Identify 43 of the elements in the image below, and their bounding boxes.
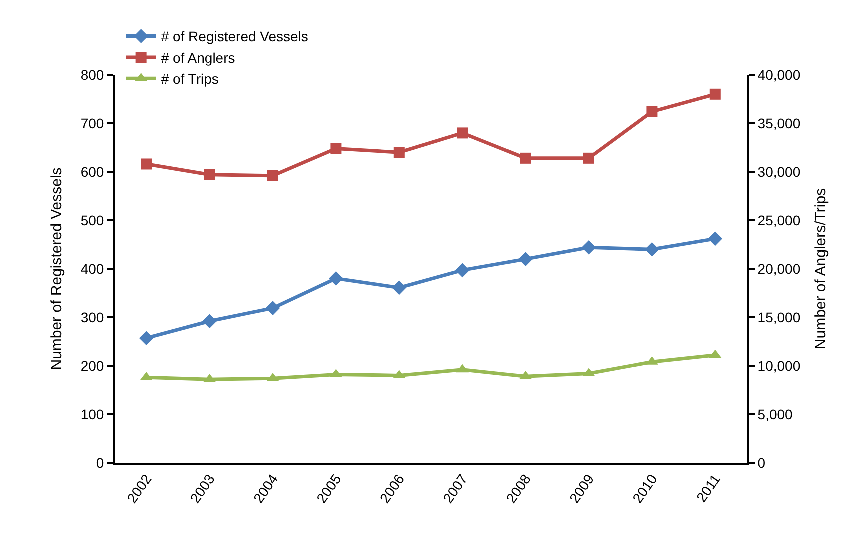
legend-label: # of Registered Vessels — [161, 28, 308, 45]
y2-tick-label: 20,000 — [758, 260, 801, 277]
point — [139, 331, 154, 346]
point — [584, 152, 594, 164]
y2-tick-label: 15,000 — [758, 309, 801, 326]
y2-tick-label: 40,000 — [758, 66, 801, 83]
point — [330, 143, 342, 154]
point — [392, 280, 407, 296]
y-axis-title: Number of Registered Vessels — [48, 168, 66, 370]
legend-label: # of Anglers — [161, 50, 236, 66]
point — [266, 301, 280, 316]
point — [518, 252, 533, 266]
y-tick-label: 400 — [80, 260, 104, 277]
y2-tick-label: 0 — [758, 454, 766, 471]
point — [582, 240, 596, 255]
legend-label: # of Trips — [161, 71, 219, 88]
y2-tick-label: 35,000 — [758, 115, 801, 132]
y-tick-label: 200 — [80, 358, 104, 374]
point — [202, 314, 217, 329]
point — [645, 242, 660, 257]
point — [268, 170, 278, 182]
y-tick-label: 300 — [80, 309, 104, 326]
point — [708, 232, 723, 246]
y-tick-label: 0 — [96, 454, 104, 471]
point — [455, 263, 470, 278]
point — [710, 88, 721, 100]
point — [204, 169, 216, 180]
point — [394, 147, 405, 158]
point — [646, 106, 658, 118]
point — [141, 158, 152, 170]
y2-axis-title: Number of Anglers/Trips — [812, 188, 830, 350]
point — [329, 272, 344, 286]
y-tick-label: 800 — [80, 66, 104, 83]
point — [520, 152, 532, 164]
y2-tick-label: 10,000 — [758, 358, 801, 374]
y-tick-label: 500 — [80, 212, 104, 228]
point — [457, 128, 468, 139]
y-tick-label: 600 — [80, 164, 104, 180]
y2-tick-label: 5,000 — [758, 406, 794, 422]
y-tick-label: 700 — [80, 115, 104, 132]
y2-tick-label: 25,000 — [758, 212, 801, 228]
y-tick-label: 100 — [80, 406, 104, 422]
y2-tick-label: 30,000 — [758, 164, 801, 180]
